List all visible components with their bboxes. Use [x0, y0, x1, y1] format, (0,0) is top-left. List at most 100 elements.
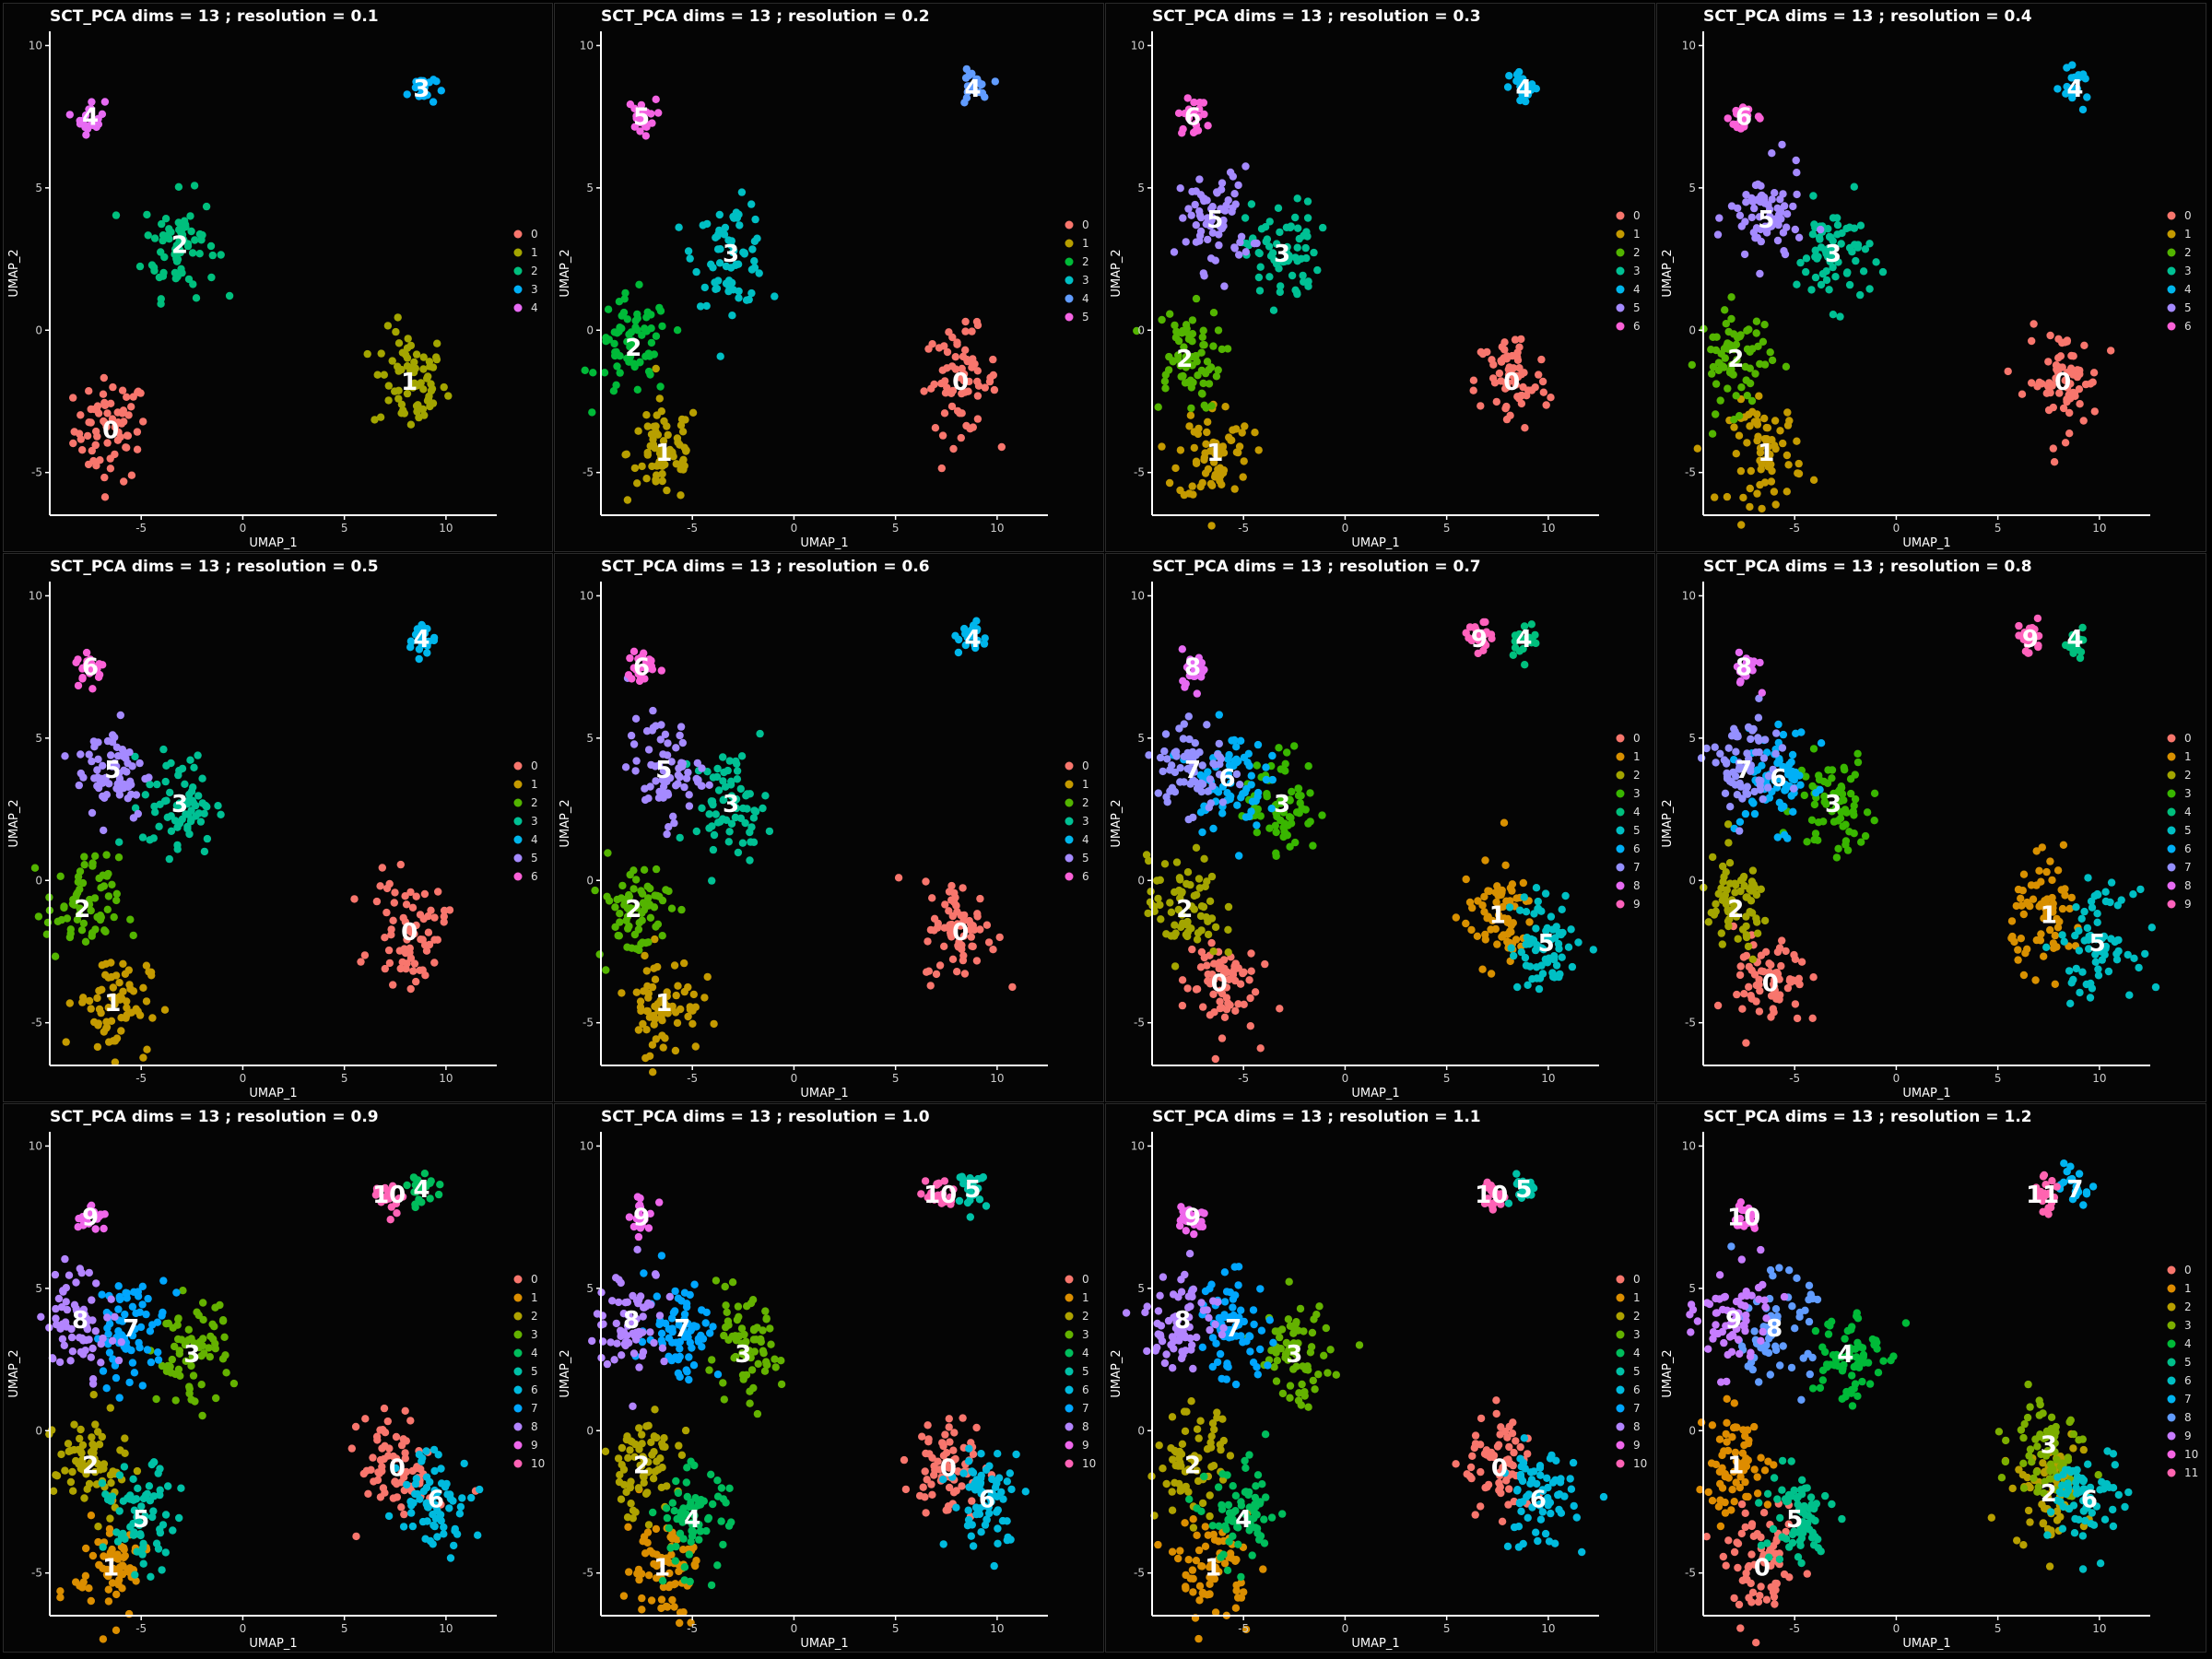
point — [707, 260, 715, 268]
legend-label: 6 — [2184, 842, 2192, 855]
point — [642, 967, 651, 975]
point — [68, 1467, 76, 1477]
panel-title: SCT_PCA dims = 13 ; resolution = 0.2 — [601, 7, 930, 26]
point — [104, 1585, 113, 1594]
point — [926, 925, 935, 935]
point — [1006, 1469, 1014, 1477]
point — [381, 1488, 389, 1497]
point — [2044, 358, 2053, 366]
point — [659, 782, 668, 791]
point — [689, 1504, 699, 1512]
point — [651, 891, 659, 900]
point — [639, 1347, 648, 1356]
point — [1750, 787, 1759, 796]
umap-plot: -5 0 5 10-50510UMAP_1UMAP_20123456789100123… — [559, 1132, 1096, 1651]
point — [713, 245, 723, 253]
point — [641, 132, 650, 140]
point — [88, 1344, 97, 1353]
y-tick-label: -5 — [31, 1567, 42, 1580]
point — [2104, 967, 2113, 976]
point — [53, 1321, 61, 1329]
point — [104, 892, 113, 900]
x-axis-label: UMAP_1 — [249, 1087, 297, 1100]
point — [1783, 210, 1792, 218]
point — [1218, 771, 1227, 780]
point — [618, 1443, 627, 1453]
point — [1830, 818, 1839, 826]
point — [1493, 940, 1501, 948]
point — [647, 1596, 656, 1605]
point — [1816, 785, 1824, 794]
point — [100, 926, 109, 935]
point — [87, 1448, 96, 1456]
point — [100, 98, 110, 106]
point — [398, 958, 406, 967]
point — [973, 321, 982, 330]
legend-swatch — [1065, 798, 1074, 807]
point — [738, 1350, 747, 1359]
point — [1196, 227, 1206, 236]
point — [990, 385, 999, 394]
point — [646, 1328, 654, 1336]
point — [1166, 310, 1174, 318]
point — [1277, 765, 1285, 773]
point — [1167, 908, 1176, 916]
point — [2032, 847, 2041, 855]
point — [708, 1356, 716, 1364]
point — [99, 761, 107, 770]
point — [1480, 639, 1488, 647]
point — [1547, 935, 1556, 944]
point — [139, 418, 147, 426]
point — [618, 1351, 626, 1359]
point — [172, 801, 182, 810]
point — [749, 1383, 758, 1393]
point — [1790, 776, 1798, 784]
y-tick-label: 0 — [35, 324, 42, 336]
point — [188, 249, 197, 257]
point — [657, 445, 665, 453]
umap-panel: -5 0 5 10 -5 0 5 10 UMAP_1 UMAP_2 0 1 2 3 4 5 6 0 1 2 3 4 5 6 SC… — [1656, 3, 2206, 552]
point — [1870, 817, 1878, 825]
point — [1192, 985, 1201, 994]
point — [1505, 72, 1513, 80]
point — [951, 353, 959, 361]
point — [618, 312, 626, 320]
point — [1208, 229, 1218, 237]
point — [737, 1324, 747, 1333]
point — [1313, 265, 1322, 275]
point — [1809, 476, 1818, 484]
point — [158, 219, 166, 229]
x-tick-label: 5 — [341, 522, 348, 535]
point — [68, 1347, 77, 1356]
point — [1742, 198, 1750, 206]
point — [676, 731, 684, 740]
point — [1756, 456, 1764, 465]
point — [1834, 258, 1842, 266]
point — [1742, 191, 1750, 199]
point — [474, 1531, 482, 1539]
point — [1276, 1005, 1284, 1013]
point — [686, 254, 694, 263]
point — [1465, 898, 1475, 907]
point — [724, 1317, 733, 1325]
point — [2059, 404, 2068, 413]
point — [939, 1540, 947, 1548]
point — [688, 1519, 696, 1527]
point — [1452, 913, 1460, 922]
point — [747, 1366, 757, 1374]
point — [1833, 221, 1842, 229]
point — [1732, 392, 1740, 400]
point — [965, 1444, 973, 1453]
point — [1276, 228, 1284, 237]
point — [93, 766, 101, 774]
point — [129, 1475, 137, 1483]
point — [677, 723, 686, 731]
point — [989, 371, 997, 380]
point — [613, 895, 621, 904]
x-tick-label: -5 — [135, 1622, 147, 1635]
point — [606, 1338, 615, 1347]
point — [433, 339, 441, 347]
point — [1230, 243, 1239, 252]
point — [1178, 129, 1186, 137]
point — [766, 1324, 774, 1333]
